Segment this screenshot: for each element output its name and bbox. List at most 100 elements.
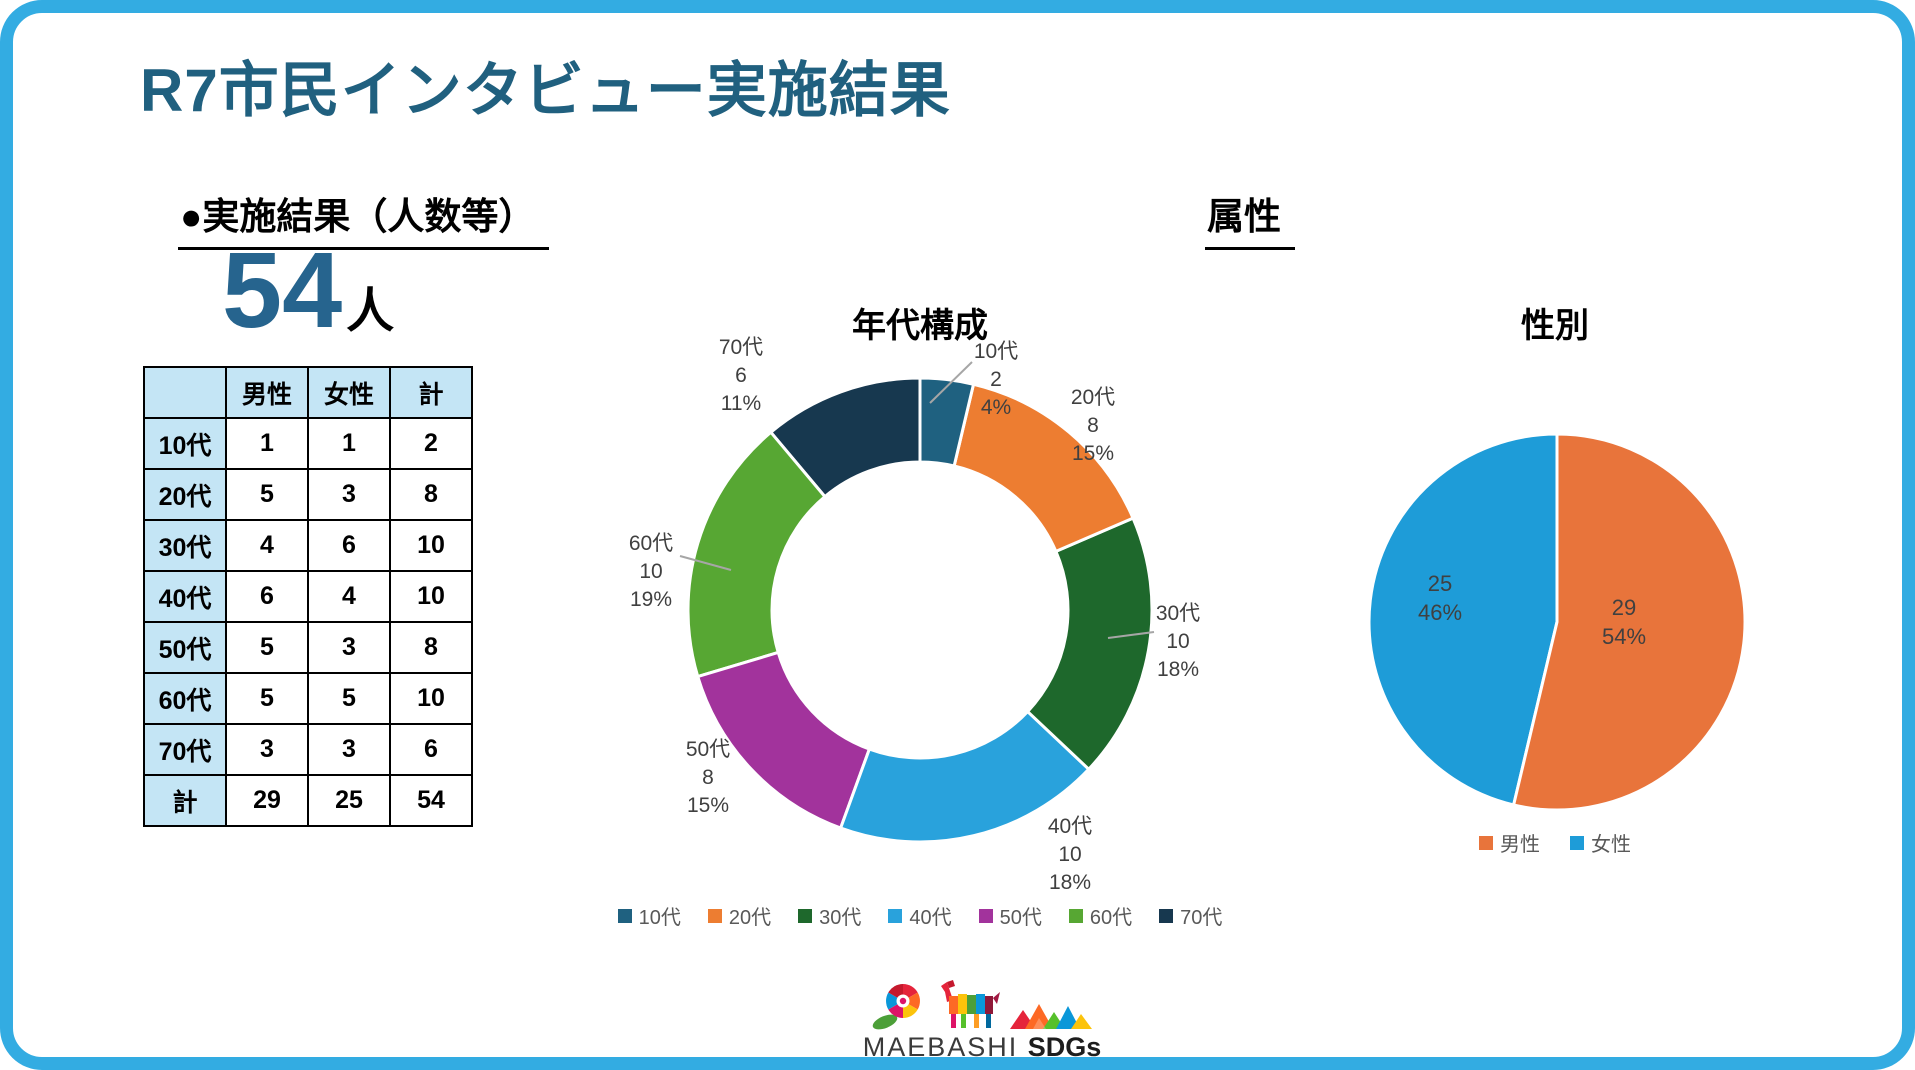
- total-participants-value: 54: [222, 229, 343, 350]
- page-title: R7市民インタビュー実施結果: [140, 57, 951, 124]
- table-header-row: 男性 女性 計: [143, 366, 473, 419]
- legend-item: 70代: [1159, 901, 1222, 930]
- row-header: 30代: [143, 519, 227, 572]
- leader-line-30s: [1107, 631, 1155, 639]
- chart-segment: [1026, 516, 1154, 771]
- chart-segment: [696, 650, 871, 830]
- table-total-row: 計 29 25 54: [143, 774, 473, 827]
- table-cell: 3: [225, 723, 309, 776]
- row-header: 計: [143, 774, 227, 827]
- table-cell: 3: [307, 723, 391, 776]
- table-cell: 1: [225, 417, 309, 470]
- table-cell: 3: [307, 468, 391, 521]
- legend-swatch: [1068, 908, 1083, 923]
- row-header: 60代: [143, 672, 227, 725]
- legend-swatch: [707, 908, 722, 923]
- column-header: 女性: [307, 366, 391, 419]
- row-header: 50代: [143, 621, 227, 674]
- chart-segment: [952, 382, 1135, 553]
- table-cell: 6: [225, 570, 309, 623]
- legend-item: 10代: [617, 901, 681, 930]
- leader-line-60s: [679, 555, 732, 571]
- table-row: 60代 5 5 10: [143, 672, 473, 725]
- donut-label-70s: 70代 6 11%: [718, 336, 764, 416]
- total-participants: 54 人: [222, 236, 394, 344]
- donut-label-30s: 30代 10 18%: [1155, 602, 1201, 682]
- donut-label-10s: 10代 2 4%: [973, 340, 1019, 420]
- table-cell: 10: [389, 672, 473, 725]
- pie-chart-svg: [1367, 432, 1747, 812]
- row-header: 20代: [143, 468, 227, 521]
- chart-segment: [839, 710, 1091, 844]
- legend-swatch: [617, 908, 632, 923]
- legend-swatch: [1159, 908, 1174, 923]
- results-table: 男性 女性 計 10代 1 1 2 20代 5 3 8 30代 4 6 10 4…: [143, 366, 473, 827]
- chart-segment: [1512, 432, 1747, 812]
- table-cell: 29: [225, 774, 309, 827]
- row-header: 40代: [143, 570, 227, 623]
- donut-chart-svg: [679, 361, 1155, 844]
- donut-label-40s: 40代 10 18%: [1047, 815, 1093, 895]
- donut-label-60s: 60代 10 19%: [628, 532, 674, 612]
- leader-line-10s: [929, 361, 973, 404]
- horse-icon: [941, 980, 1000, 1028]
- logo-icons: [862, 978, 1102, 1030]
- table-cell: 8: [389, 621, 473, 674]
- legend-item: 40代: [888, 901, 952, 930]
- table-cell: 54: [389, 774, 473, 827]
- maebashi-sdgs-logo: MAEBASHI SDGs: [862, 978, 1102, 1063]
- table-cell: 3: [307, 621, 391, 674]
- table-row: 10代 1 1 2: [143, 417, 473, 470]
- pie-label-male: 29 54%: [1601, 595, 1647, 649]
- age-composition-chart: 年代構成 10代 2 4% 20代 8 15% 30代 10 18% 40代 1…: [600, 298, 1240, 968]
- logo-text: MAEBASHI SDGs: [862, 1032, 1102, 1062]
- table-cell: 4: [225, 519, 309, 572]
- column-header: 男性: [225, 366, 309, 419]
- donut-label-20s: 20代 8 15%: [1070, 386, 1116, 466]
- table-row: 20代 5 3 8: [143, 468, 473, 521]
- legend-item: 20代: [707, 901, 771, 930]
- legend-item: 50代: [978, 901, 1042, 930]
- pie-legend: 男性 女性: [1340, 828, 1770, 857]
- table-cell: 5: [225, 672, 309, 725]
- table-cell: 5: [225, 621, 309, 674]
- pie-chart-title: 性別: [1521, 307, 1589, 345]
- legend-swatch: [1479, 835, 1493, 850]
- table-cell: 5: [225, 468, 309, 521]
- table-cell: 4: [307, 570, 391, 623]
- table-row: 70代 3 3 6: [143, 723, 473, 776]
- column-header: 計: [389, 366, 473, 419]
- table-row: 30代 4 6 10: [143, 519, 473, 572]
- legend-swatch: [978, 908, 993, 923]
- donut-legend: 10代 20代 30代 40代 50代 60代 70代: [600, 901, 1240, 930]
- table-cell: 2: [389, 417, 473, 470]
- rose-icon: [872, 984, 920, 1030]
- table-cell: 5: [307, 672, 391, 725]
- row-header: 70代: [143, 723, 227, 776]
- legend-item: 60代: [1068, 901, 1132, 930]
- legend-item: 女性: [1570, 828, 1631, 857]
- donut-label-50s: 50代 8 15%: [685, 738, 731, 818]
- mountains-icon: [1010, 1004, 1092, 1029]
- table-cell: 10: [389, 519, 473, 572]
- legend-item: 男性: [1479, 828, 1540, 857]
- table-cell: 6: [389, 723, 473, 776]
- attributes-heading: 属性: [1205, 186, 1295, 250]
- table-cell: 6: [307, 519, 391, 572]
- legend-swatch: [798, 908, 813, 923]
- table-cell: 25: [307, 774, 391, 827]
- chart-segment: [686, 430, 827, 679]
- table-cell: 10: [389, 570, 473, 623]
- column-header: [143, 366, 227, 419]
- chart-segment: [1367, 432, 1559, 807]
- gender-chart: 性別 25 46% 29 54% 男性 女性: [1340, 298, 1770, 878]
- table-cell: 8: [389, 468, 473, 521]
- row-header: 10代: [143, 417, 227, 470]
- results-heading: ●実施結果（人数等）: [178, 186, 550, 250]
- table-row: 50代 5 3 8: [143, 621, 473, 674]
- pie-label-female: 25 46%: [1417, 571, 1463, 625]
- legend-item: 30代: [798, 901, 861, 930]
- legend-swatch: [888, 908, 903, 923]
- donut-chart-title: 年代構成: [852, 307, 988, 345]
